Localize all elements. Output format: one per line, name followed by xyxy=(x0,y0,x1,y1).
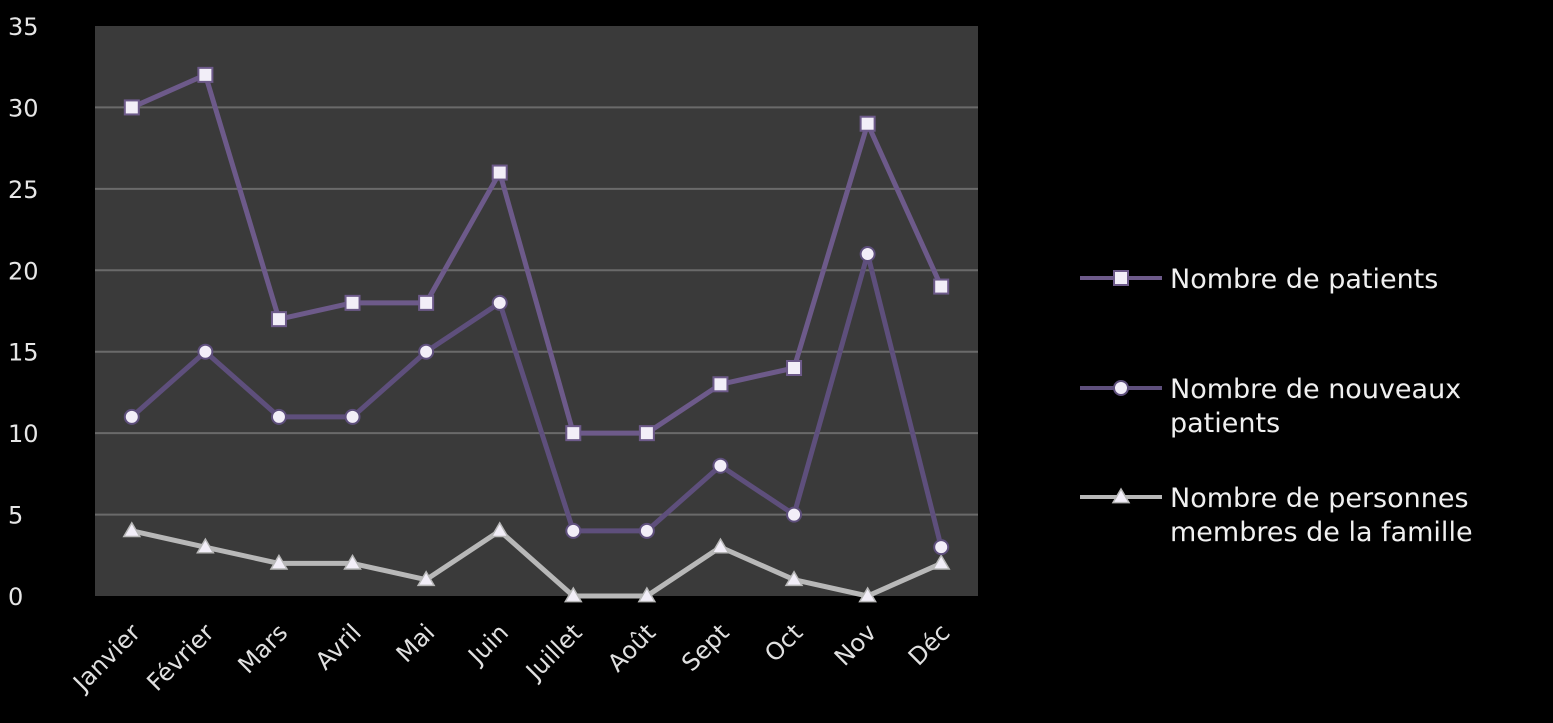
data-point xyxy=(344,294,361,311)
x-tick-label: Janvier xyxy=(66,618,146,698)
data-point xyxy=(786,506,803,523)
x-tick-label: Oct xyxy=(759,618,808,667)
x-tick-label: Juillet xyxy=(519,618,587,686)
legend-label: Nombre de nouveaux patients xyxy=(1170,374,1461,439)
gridlines xyxy=(95,106,978,516)
data-point xyxy=(343,553,362,570)
x-tick-label: Juin xyxy=(462,618,514,670)
x-tick-label: Sept xyxy=(676,618,734,676)
data-point xyxy=(269,553,289,570)
data-point xyxy=(123,408,140,425)
series-line xyxy=(130,72,944,436)
series-layer xyxy=(122,66,951,603)
data-point xyxy=(491,294,508,311)
data-point xyxy=(565,522,582,539)
data-point xyxy=(197,66,214,83)
data-point xyxy=(344,408,361,425)
data-point xyxy=(416,570,436,587)
data-point xyxy=(563,586,583,603)
data-point xyxy=(197,343,214,360)
data-point xyxy=(637,586,657,603)
y-tick-label: 15 xyxy=(8,339,39,367)
data-point xyxy=(933,539,950,556)
legend-label: Nombre de personnes membres de la famille xyxy=(1170,483,1473,548)
data-point xyxy=(859,246,876,262)
x-tick-label: Mai xyxy=(391,618,441,668)
series-circle xyxy=(123,246,950,556)
data-point xyxy=(858,586,877,603)
legend-swatch-marker xyxy=(1111,487,1131,504)
data-point xyxy=(931,553,951,570)
y-tick-label: 0 xyxy=(8,583,23,611)
data-point xyxy=(491,164,508,181)
series-triangle xyxy=(122,521,951,603)
x-tick-label: Février xyxy=(141,618,219,696)
data-point xyxy=(933,278,950,295)
legend-item: Nombre de personnes membres de la famille xyxy=(1080,483,1473,548)
y-axis: 0 5 10 15 20 25 30 35 xyxy=(8,13,39,611)
data-point xyxy=(784,570,804,587)
legend-item: Nombre de nouveaux patients xyxy=(1080,374,1461,439)
x-tick-label: Nov xyxy=(829,618,882,671)
series-square xyxy=(123,66,950,442)
data-point xyxy=(565,425,582,442)
data-point xyxy=(196,537,215,554)
y-tick-label: 5 xyxy=(8,502,23,530)
series-line xyxy=(131,528,943,599)
data-point xyxy=(418,343,435,360)
y-tick-label: 35 xyxy=(8,13,39,41)
x-tick-label: Avril xyxy=(310,618,367,675)
legend-swatch-marker xyxy=(1113,380,1129,396)
x-tick-label: Déc xyxy=(903,618,956,671)
data-point xyxy=(123,99,140,116)
legend-item: Nombre de patients xyxy=(1080,264,1438,295)
y-tick-label: 25 xyxy=(8,176,39,204)
y-tick-label: 10 xyxy=(8,420,39,448)
legend-label: Nombre de patients xyxy=(1170,264,1438,295)
y-tick-label: 30 xyxy=(8,94,39,122)
data-point xyxy=(418,294,435,311)
data-point xyxy=(859,115,876,132)
series-line xyxy=(130,251,944,548)
data-point xyxy=(786,360,803,376)
y-tick-label: 20 xyxy=(8,257,39,285)
data-point xyxy=(270,311,287,328)
data-point xyxy=(122,521,142,538)
legend-swatch-marker xyxy=(1113,270,1129,286)
data-point xyxy=(711,537,730,554)
x-tick-label: Août xyxy=(602,618,661,677)
legend: Nombre de patients Nombre de nouveaux pati… xyxy=(1080,264,1473,548)
data-point xyxy=(712,457,729,474)
data-point xyxy=(638,425,655,442)
data-point xyxy=(638,522,655,539)
data-point xyxy=(712,376,729,393)
data-point xyxy=(490,521,510,538)
data-point xyxy=(270,408,287,425)
x-tick-label: Mars xyxy=(233,618,294,679)
